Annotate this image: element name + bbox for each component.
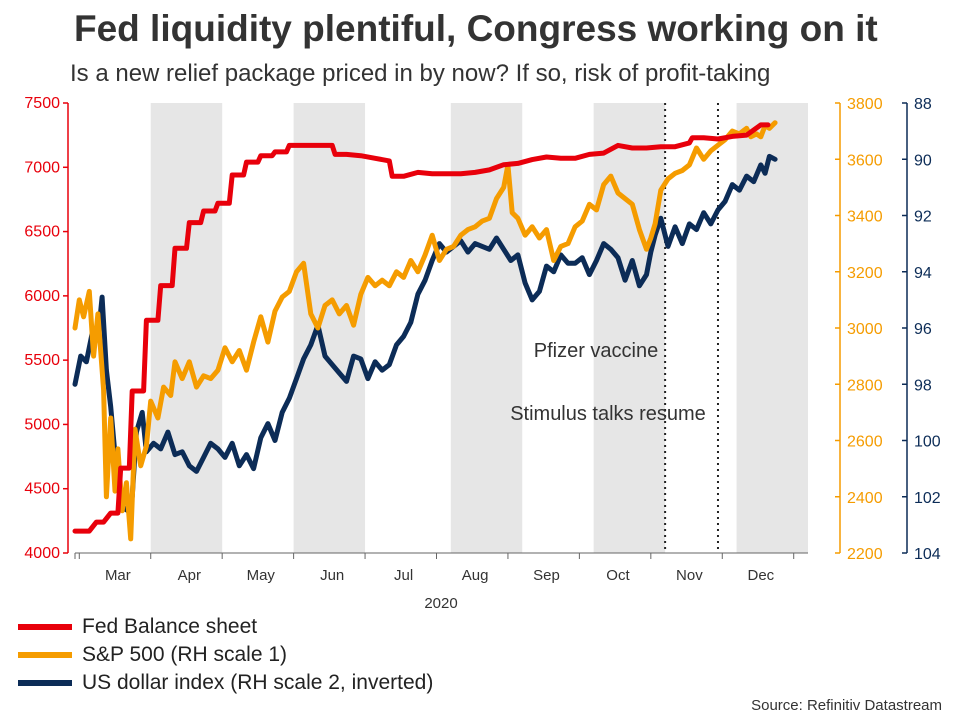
right2-tick-label-90: 90 [914, 152, 932, 169]
x-year-label: 2020 [424, 595, 457, 612]
left-tick-label-5500: 5500 [24, 352, 60, 369]
x-tick-label-mar: Mar [105, 567, 131, 584]
right2-tick-label-102: 102 [914, 490, 941, 507]
legend-label-sp500: S&P 500 (RH scale 1) [82, 643, 288, 666]
x-tick-label-jun: Jun [320, 567, 344, 584]
right2-tick-label-92: 92 [914, 209, 932, 226]
x-tick-label-dec: Dec [748, 567, 775, 584]
fed-balance-sheet-line [72, 122, 771, 534]
annotation-label-0: Pfizer vaccine [534, 340, 659, 362]
shaded-band-0 [150, 103, 223, 553]
usd-index-line [72, 153, 778, 514]
legend-item-fed-balance-sheet: Fed Balance sheet [18, 615, 257, 639]
left-tick-label-4500: 4500 [24, 481, 60, 498]
x-tick-label-nov: Nov [676, 567, 703, 584]
series-lines [72, 120, 778, 542]
x-tick-label-aug: Aug [462, 567, 489, 584]
legend-swatch-fed [18, 624, 72, 630]
x-tick-label-jul: Jul [394, 567, 413, 584]
right1-tick-label-3000: 3000 [847, 321, 883, 338]
left-tick-label-7500: 7500 [24, 95, 60, 112]
left-tick-label-4000: 4000 [24, 545, 60, 562]
left-tick-label-6000: 6000 [24, 288, 60, 305]
chart-title: Fed liquidity plentiful, Congress workin… [74, 8, 878, 49]
legend-item-usd-index: US dollar index (RH scale 2, inverted) [18, 671, 433, 695]
right2-tick-label-100: 100 [914, 434, 941, 451]
legend-label-fed: Fed Balance sheet [82, 615, 258, 638]
annotation-label-1: Stimulus talks resume [510, 403, 706, 425]
right2-tick-label-88: 88 [914, 96, 932, 113]
legend-item-sp500: S&P 500 (RH scale 1) [18, 643, 287, 667]
right1-tick-label-3200: 3200 [847, 265, 883, 282]
left-tick-label-7000: 7000 [24, 159, 60, 176]
left-tick-label-5000: 5000 [24, 416, 60, 433]
right1-tick-label-3600: 3600 [847, 152, 883, 169]
shaded-band-3 [593, 103, 666, 553]
x-tick-label-oct: Oct [606, 567, 630, 584]
event-marker-lines [664, 103, 719, 553]
x-tick-label-apr: Apr [178, 567, 201, 584]
x-tick-label-sep: Sep [533, 567, 560, 584]
right1-tick-label-2600: 2600 [847, 434, 883, 451]
chart-axes: Mar Apr May Jun Jul Aug Sep Oct Nov Dec 2020 4000 45… [24, 95, 940, 612]
right1-tick-label-2400: 2400 [847, 490, 883, 507]
annotations: Pfizer vaccine Stimulus talks resume [510, 340, 706, 425]
right1-tick-label-3400: 3400 [847, 209, 883, 226]
legend-swatch-sp500 [18, 652, 72, 658]
right2-tick-label-96: 96 [914, 321, 932, 338]
left-tick-label-6500: 6500 [24, 224, 60, 241]
x-tick-label-may: May [247, 567, 276, 584]
source-note: Source: Refinitiv Datastream [751, 697, 942, 714]
right1-tick-label-2200: 2200 [847, 546, 883, 563]
right2-tick-label-104: 104 [914, 546, 941, 563]
right1-tick-label-3800: 3800 [847, 96, 883, 113]
sp500-line [72, 120, 778, 542]
legend-swatch-usd [18, 680, 72, 686]
shaded-band-1 [293, 103, 366, 553]
shaded-band-4 [736, 103, 808, 553]
right2-tick-label-98: 98 [914, 377, 932, 394]
right2-tick-label-94: 94 [914, 265, 932, 282]
chart-subtitle: Is a new relief package priced in by now… [70, 60, 771, 87]
legend-label-usd: US dollar index (RH scale 2, inverted) [82, 671, 434, 694]
right1-tick-label-2800: 2800 [847, 377, 883, 394]
